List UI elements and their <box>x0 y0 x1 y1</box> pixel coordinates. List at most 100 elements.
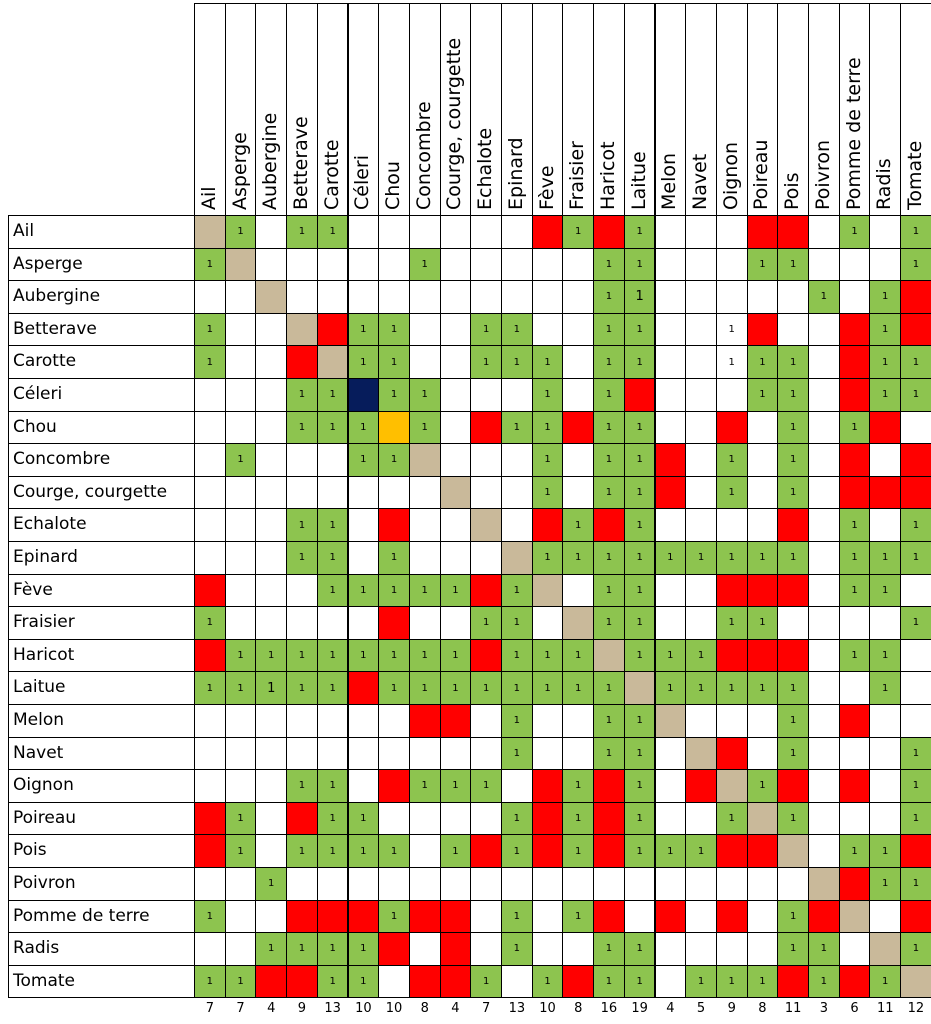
compatibility-cell <box>347 704 380 738</box>
compatibility-cell <box>869 704 902 738</box>
compatibility-cell: 1 <box>347 443 380 477</box>
cell-value: 1 <box>636 487 643 499</box>
compatibility-cell <box>408 964 441 999</box>
compatibility-cell <box>439 378 472 412</box>
column-header-label: Echalote <box>474 127 497 210</box>
cell-value: 1 <box>851 226 858 238</box>
compatibility-cell <box>808 638 840 673</box>
compatibility-cell <box>501 443 533 477</box>
compatibility-cell <box>531 801 564 836</box>
cell-value: 1 <box>544 421 551 433</box>
compatibility-cell <box>900 704 931 738</box>
compatibility-cell <box>808 573 840 608</box>
compatibility-cell: 1 <box>470 964 502 999</box>
compatibility-cell <box>808 801 840 836</box>
compatibility-cell <box>378 410 410 445</box>
cell-value: 1 <box>513 324 521 336</box>
compatibility-cell <box>900 671 931 705</box>
compatibility-cell <box>224 280 257 314</box>
compatibility-cell <box>685 280 717 314</box>
compatibility-cell: 1 <box>777 443 809 477</box>
compatibility-cell <box>808 899 840 934</box>
compatibility-cell <box>562 573 595 608</box>
compatibility-cell: 1 <box>623 606 656 640</box>
compatibility-cell <box>347 280 380 314</box>
row-header-celeri: Céleri <box>8 378 195 412</box>
compatibility-cell: 1 <box>562 834 595 868</box>
compatibility-cell <box>900 964 931 999</box>
cell-value: 1 <box>605 617 613 629</box>
compatibility-cell <box>408 215 441 249</box>
compatibility-cell: 1 <box>900 867 931 901</box>
cell-value: 1 <box>513 715 521 727</box>
compatibility-cell <box>470 247 502 282</box>
column-header-label: Courge, courgette <box>443 37 466 210</box>
cell-value: 1 <box>605 389 613 401</box>
cell-value: 1 <box>605 943 613 955</box>
cell-value: 1 <box>882 682 889 694</box>
compatibility-cell <box>808 508 840 542</box>
cell-value: 1 <box>390 552 398 564</box>
compatibility-cell: 1 <box>378 573 410 608</box>
column-total: 11 <box>876 1001 894 1017</box>
cell-value: 1 <box>605 487 613 499</box>
compatibility-cell: 1 <box>593 606 625 640</box>
compatibility-cell <box>531 932 564 966</box>
compatibility-cell: 1 <box>194 899 226 934</box>
compatibility-cell <box>347 736 380 771</box>
compatibility-cell <box>286 280 318 314</box>
compatibility-cell: 1 <box>531 443 564 477</box>
cell-value: 1 <box>390 682 398 694</box>
cell-value: 1 <box>513 943 521 955</box>
compatibility-cell: 1 <box>439 671 472 705</box>
compatibility-cell <box>347 769 380 803</box>
compatibility-cell <box>562 606 595 640</box>
column-header-echalote: Echalote <box>470 3 502 216</box>
compatibility-cell: 1 <box>439 834 472 868</box>
cell-value: 1 <box>360 356 367 368</box>
compatibility-cell <box>470 704 502 738</box>
compatibility-cell <box>224 247 257 282</box>
compatibility-cell: 1 <box>194 671 226 705</box>
compatibility-cell <box>685 378 717 412</box>
cell-value: 1 <box>912 552 920 564</box>
cell-value: 1 <box>789 421 797 433</box>
cell-value: 1 <box>544 356 551 368</box>
compatibility-cell: 1 <box>286 378 318 412</box>
compatibility-cell <box>562 378 595 412</box>
compatibility-cell <box>900 410 931 445</box>
compatibility-cell: 1 <box>501 801 533 836</box>
compatibility-cell: 1 <box>224 215 257 249</box>
compatibility-cell <box>777 638 809 673</box>
compatibility-cell: 1 <box>501 704 533 738</box>
column-header-label: Betterave <box>289 116 312 210</box>
row-header-haricot: Haricot <box>8 638 195 673</box>
cell-value: 1 <box>421 650 428 662</box>
compatibility-cell <box>408 606 441 640</box>
compatibility-cell <box>715 834 748 868</box>
cell-value: 1 <box>728 617 735 629</box>
compatibility-cell <box>685 606 717 640</box>
compatibility-cell <box>439 736 472 771</box>
row-header-asperge: Asperge <box>8 247 195 282</box>
compatibility-cell: 1 <box>715 964 748 999</box>
compatibility-cell <box>531 769 564 803</box>
compatibility-cell <box>746 704 779 738</box>
compatibility-cell <box>654 312 687 347</box>
cell-value: 1 <box>759 976 766 988</box>
compatibility-cell <box>470 736 502 771</box>
compatibility-cell: 1 <box>593 704 625 738</box>
cell-value: 1 <box>329 421 336 433</box>
compatibility-cell: 1 <box>593 280 625 314</box>
compatibility-cell: 1 <box>408 769 441 803</box>
cell-value: 1 <box>390 324 398 336</box>
compatibility-cell <box>623 867 656 901</box>
compatibility-cell <box>439 508 472 542</box>
compatibility-cell: 1 <box>593 736 625 771</box>
column-total: 9 <box>297 1001 307 1017</box>
compatibility-cell: 1 <box>900 606 931 640</box>
compatibility-cell <box>746 736 779 771</box>
row-header-oignon: Oignon <box>8 769 195 803</box>
compatibility-cell <box>224 508 257 542</box>
compatibility-cell <box>194 769 226 803</box>
